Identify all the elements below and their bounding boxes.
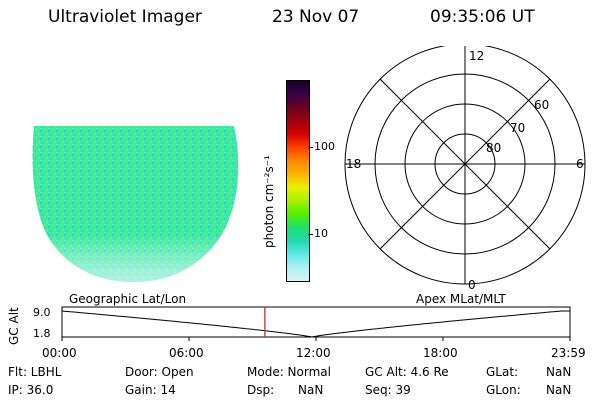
lat-label-80: 80 [486, 141, 501, 155]
info-glon-label: GLon: [486, 383, 521, 397]
gc-alt-curve [61, 310, 570, 338]
info-ip: IP: 36.0 [8, 383, 54, 397]
timeline-right-title: Apex MLat/MLT [416, 292, 506, 306]
info-mode: Mode: Normal [247, 365, 331, 379]
info-dsp-label: Dsp: [247, 383, 275, 397]
mlt-label-18: 18 [346, 157, 361, 171]
timeline-left-title: Geographic Lat/Lon [69, 292, 187, 306]
info-glat-label: GLat: [486, 365, 519, 379]
date-label: 23 Nov 07 [272, 7, 360, 27]
time-label: 09:35:06 UT [430, 7, 535, 27]
colorbar-tick-label-100: 100 [314, 140, 335, 153]
info-glat-value: NaN [546, 365, 572, 379]
info-dsp-value: NaN [298, 383, 324, 397]
colorbar [286, 80, 310, 282]
colorbar-unit-label: photon cm⁻²s⁻¹ [262, 155, 276, 248]
x-tick-label-0000: 00:00 [42, 346, 77, 360]
colorbar-tick-100 [308, 147, 313, 148]
colorbar-tick-10 [308, 234, 313, 235]
timeline-y-tick-9: 9.0 [33, 306, 51, 319]
lat-label-60: 60 [534, 98, 549, 112]
timeline-frame [61, 306, 571, 338]
polar-diagonal-2 [379, 78, 551, 250]
auroral-image [32, 126, 239, 282]
timeline-y-axis-label: GC Alt [7, 307, 21, 345]
x-tick-label-1200: 12:00 [296, 346, 331, 360]
x-tick-label-2359: 23:59 [551, 346, 586, 360]
info-gain: Gain: 14 [125, 383, 176, 397]
mlt-label-12: 12 [469, 49, 484, 63]
colorbar-gradient [287, 81, 309, 281]
info-glon-value: NaN [546, 383, 572, 397]
info-gc-alt: GC Alt: 4.6 Re [365, 365, 449, 379]
mlt-label-0: 0 [468, 278, 476, 292]
mlt-label-6: 6 [576, 157, 584, 171]
instrument-title: Ultraviolet Imager [48, 7, 202, 27]
polar-plot: 12 18 6 0 60 70 80 [344, 46, 586, 292]
timeline-y-tick-1-8: 1.8 [33, 327, 51, 340]
x-tick-label-1800: 18:00 [423, 346, 458, 360]
info-flt: Flt: LBHL [8, 365, 62, 379]
lat-label-70: 70 [510, 121, 525, 135]
info-seq: Seq: 39 [365, 383, 411, 397]
x-tick-label-0600: 06:00 [169, 346, 204, 360]
colorbar-tick-label-10: 10 [314, 227, 328, 240]
info-door: Door: Open [125, 365, 194, 379]
timeline-plot [61, 306, 571, 341]
